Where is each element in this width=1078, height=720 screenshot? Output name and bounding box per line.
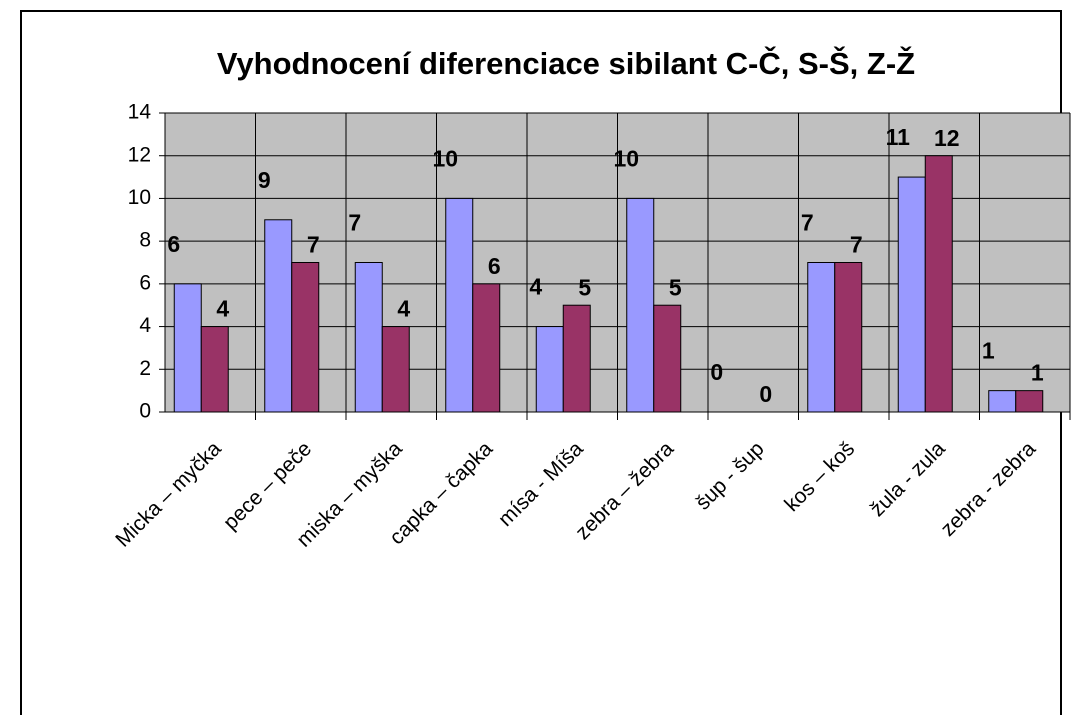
bar	[381, 326, 410, 413]
bar	[834, 262, 863, 413]
data-label: 7	[850, 232, 863, 258]
data-label: 12	[934, 125, 960, 151]
data-label: 7	[801, 210, 814, 236]
bar	[807, 262, 836, 413]
bar	[264, 219, 293, 413]
bar	[173, 283, 202, 413]
data-label: 4	[216, 296, 229, 322]
data-label: 5	[669, 274, 682, 300]
data-label: 6	[167, 231, 180, 257]
bar	[354, 262, 383, 413]
y-tick-label: 14	[128, 101, 152, 124]
y-tick-label: 4	[139, 314, 151, 337]
y-tick-label: 2	[139, 357, 151, 380]
data-label: 0	[710, 359, 723, 385]
data-label: 5	[578, 274, 591, 300]
bar	[897, 176, 926, 413]
data-label: 7	[307, 232, 320, 258]
bar	[1015, 390, 1044, 413]
data-label: 1	[982, 338, 995, 364]
data-label: 10	[432, 146, 458, 172]
bar	[924, 155, 953, 413]
data-label: 9	[258, 167, 271, 193]
bar	[472, 283, 501, 413]
data-label: 4	[397, 296, 410, 322]
bar	[291, 262, 320, 413]
bar	[653, 304, 682, 413]
bar	[988, 390, 1017, 413]
bar	[626, 197, 655, 413]
data-label: 7	[348, 210, 361, 236]
bar	[200, 326, 229, 413]
y-tick-label: 6	[139, 271, 151, 294]
data-label: 10	[613, 146, 639, 172]
bar	[535, 326, 564, 413]
y-tick-label: 12	[128, 143, 151, 166]
y-tick-label: 0	[139, 400, 151, 423]
bar	[562, 304, 591, 413]
y-tick-label: 10	[128, 186, 151, 209]
data-label: 11	[886, 124, 911, 150]
bar	[445, 197, 474, 413]
data-label: 4	[529, 274, 542, 300]
data-label: 0	[759, 381, 772, 407]
data-label: 6	[488, 253, 501, 279]
chart-title: Vyhodnocení diferenciace sibilant C-Č, S…	[217, 45, 915, 81]
y-tick-label: 8	[139, 229, 151, 252]
data-label: 1	[1031, 360, 1044, 386]
